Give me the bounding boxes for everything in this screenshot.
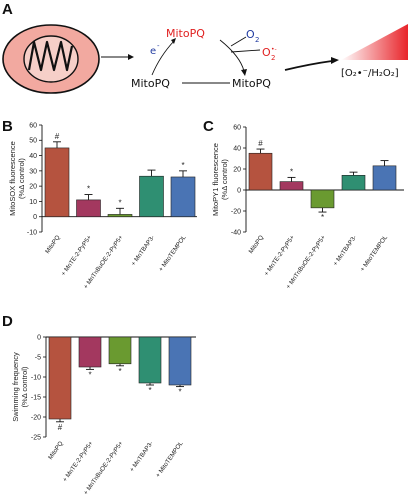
ros-gradient-wedge <box>341 24 408 60</box>
y-tick-label: -5 <box>35 354 41 361</box>
svg-text:e: e <box>150 46 156 57</box>
panel-label-a: A <box>2 1 13 18</box>
bar <box>107 214 133 218</box>
y-tick-label: -20 <box>31 414 41 421</box>
y-tick-label: 20 <box>233 166 241 173</box>
y-tick-label: -15 <box>31 394 41 401</box>
y-tick-label: -10 <box>31 374 41 381</box>
panel-label-d: D <box>2 313 13 330</box>
svg-text:2: 2 <box>255 36 259 44</box>
y-axis-subtitle: (%Δ control) <box>17 158 26 199</box>
y-tick-label: 50 <box>29 138 37 145</box>
y-tick-label: -10 <box>27 229 37 236</box>
mitopq-right-label: MitoPQ <box>232 77 271 90</box>
y-tick-label: 60 <box>29 122 37 129</box>
significance-mark: # <box>55 132 60 141</box>
y-tick-label: 0 <box>237 187 241 194</box>
chart-mitosox: -10 0 10 20 30 40 50 60 MitoSOX fluorescence (%Δ … <box>8 122 197 290</box>
y-tick-label: 30 <box>29 168 37 175</box>
significance-mark: * <box>87 185 90 194</box>
significance-mark: * <box>178 388 181 397</box>
significance-mark: # <box>58 423 63 432</box>
arrow-to-mitopq <box>101 54 134 60</box>
bar <box>139 175 164 218</box>
bar <box>78 336 102 368</box>
bar <box>248 152 273 191</box>
svg-text:2: 2 <box>271 54 275 62</box>
y-tick-label: -20 <box>231 208 241 215</box>
bar <box>372 165 397 191</box>
x-category-label: MitoPQ <box>44 234 62 255</box>
y-tick-label: -40 <box>231 229 241 236</box>
chart-swimming-frequency: -25 -20 -15 -10 -5 0 Swimming frequency (%Δ con… <box>11 334 196 496</box>
x-category-label: + MnTBAP3- <box>332 234 358 267</box>
svg-text:O: O <box>262 46 271 59</box>
oxygen-label: O 2 <box>246 28 259 44</box>
y-axis-title: MitoSOX fluorescence <box>8 141 17 216</box>
ros-label: [O₂•⁻/H₂O₂] <box>341 68 399 79</box>
svg-text:O: O <box>246 28 255 41</box>
panel-label-c: C <box>203 118 214 135</box>
panel-label-b: B <box>2 118 13 135</box>
y-axis-title: Swimming frequency <box>11 352 20 422</box>
svg-text:-: - <box>157 42 160 50</box>
bar <box>138 336 162 384</box>
significance-mark: * <box>181 161 184 170</box>
x-category-label: + MitoTEMPOL <box>359 234 389 273</box>
x-category-label: + MnTE-2-PyP5+ <box>263 234 296 277</box>
bar <box>44 147 70 218</box>
bar <box>108 336 132 365</box>
significance-mark: * <box>290 167 293 176</box>
y-axis-subtitle: (%Δ control) <box>20 366 29 407</box>
y-tick-label: 60 <box>233 124 241 131</box>
y-axis-title: MitoPY1 fluorescence <box>211 143 220 216</box>
x-category-label: MitoPQ <box>47 440 65 461</box>
significance-mark: * <box>321 213 324 222</box>
significance-mark: * <box>88 370 91 379</box>
electron-label: e - <box>150 42 160 57</box>
x-category-label: + MnTE-2-PyP5+ <box>61 440 94 483</box>
y-tick-label: 10 <box>29 199 37 206</box>
y-tick-label: -25 <box>31 434 41 441</box>
bar <box>279 181 304 191</box>
y-tick-label: 40 <box>233 145 241 152</box>
x-category-label: MitoPQ <box>248 234 266 255</box>
y-tick-label: 40 <box>29 153 37 160</box>
significance-mark: * <box>118 367 121 376</box>
x-category-label: + MnTBAP3- <box>130 234 156 267</box>
x-category-label: + MnTE-2-PyP5+ <box>60 234 93 277</box>
x-category-label: + MitoTEMPOL <box>158 234 188 273</box>
x-category-label: + MnTBAP3- <box>128 440 154 473</box>
mitopq-left-label: MitoPQ <box>131 77 170 90</box>
redox-cycle-arrows <box>151 36 261 84</box>
y-axis-subtitle: (%Δ control) <box>220 159 229 200</box>
x-category-label: + MitoTEMPOL <box>155 440 185 479</box>
y-tick-label: 0 <box>33 214 37 221</box>
superoxide-label: O 2 •- <box>262 46 277 62</box>
bar <box>341 175 366 191</box>
bar <box>310 189 335 209</box>
mitopq-radical-label: MitoPQ <box>166 27 205 40</box>
bar <box>168 336 192 386</box>
bar <box>76 199 101 218</box>
arrow-to-ros <box>284 57 339 71</box>
svg-text:•-: •- <box>271 46 277 53</box>
mitochondrion-illustration <box>2 24 100 94</box>
y-tick-label: 20 <box>29 184 37 191</box>
bar <box>48 336 72 420</box>
significance-mark: # <box>258 139 263 148</box>
schematic-panel: A MitoPQ e - O 2 O <box>2 1 408 94</box>
significance-mark: * <box>118 198 121 207</box>
bar <box>170 176 196 218</box>
significance-mark: * <box>148 386 151 395</box>
chart-mitopy1: -40 -20 0 20 40 60 MitoPY1 fluorescence (%Δ con… <box>211 124 404 290</box>
y-tick-label: 0 <box>37 334 41 341</box>
